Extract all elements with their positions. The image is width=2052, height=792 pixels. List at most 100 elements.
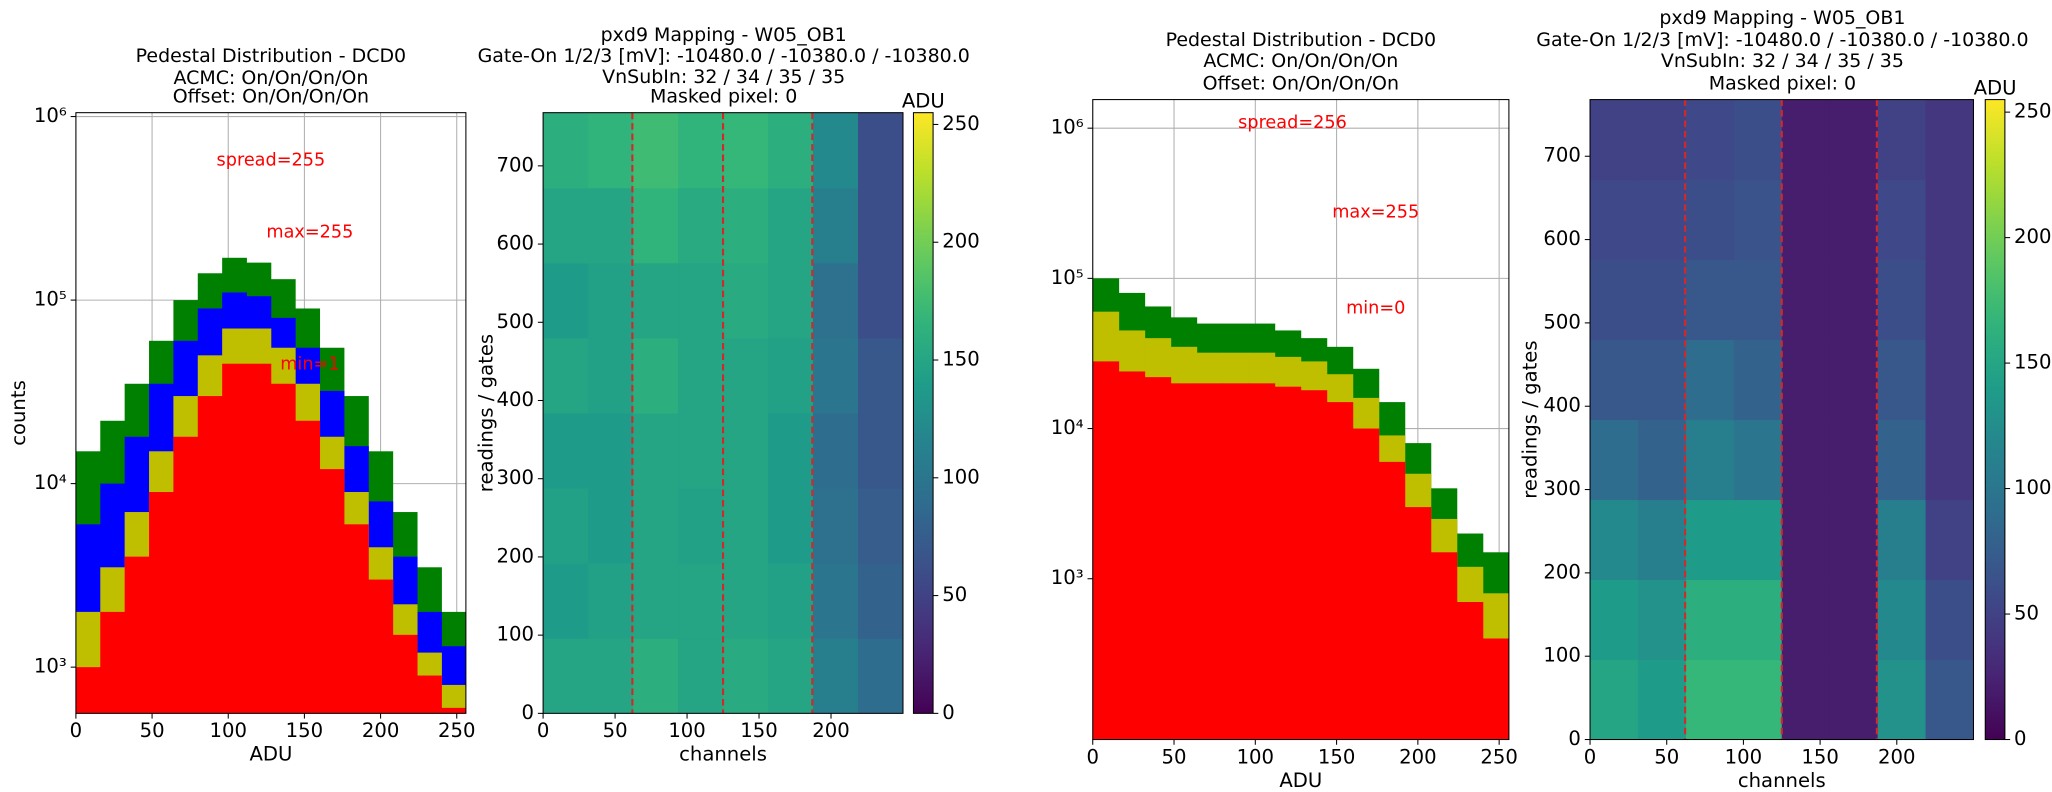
x-tick-label: 200 [362,719,399,742]
heatmap-cell [1733,499,1783,581]
heatmap-cell [1781,339,1831,421]
y-tick-label: 300 [1543,477,1580,500]
heatmap-cell [678,488,724,564]
heatmap-cell [1781,259,1831,341]
colorbar-tick-label: 50 [942,583,967,606]
plot-area [1590,99,1974,740]
y-axis-label: counts [7,380,30,446]
heatmap-cell [633,413,679,489]
axes-frame [1092,99,1510,741]
y-tick-label: 10⁶ [34,104,67,127]
heatmap-cell [588,337,634,414]
annotation: spread=256 [1238,113,1347,133]
heatmap-cell [543,563,589,639]
x-axis-label: channels [679,743,767,766]
y-tick-label: 400 [496,388,533,411]
heatmap-cell [1685,659,1735,740]
heatmap-cell [1829,659,1879,740]
histogram-bar [173,436,199,714]
heatmap-cell [1733,259,1783,341]
histogram-bar [1118,371,1146,740]
y-tick-label: 600 [496,232,533,255]
heatmap-cell [1733,339,1783,421]
heatmap-cell [633,638,679,714]
heatmap-cell [1733,659,1783,740]
heatmap-cell [1925,419,1974,501]
heatmap-cell [1637,659,1687,740]
heatmap-cell [857,413,903,489]
heatmap-cell [813,187,859,264]
heatmap-cell [723,262,769,339]
heatmap-cell [813,413,859,489]
colorbar-tick-label: 0 [2014,727,2027,750]
annotation: min=1 [280,354,339,374]
y-tick-label: 100 [1543,644,1580,667]
heatmap-cell [588,262,634,339]
heatmap-cell [1590,259,1639,341]
heatmap-cell [857,337,903,414]
y-tick-label: 500 [496,310,533,333]
heatmap-cell [723,337,769,414]
heatmap-cell [1925,179,1974,261]
heatmap-cell [678,413,724,489]
x-tick-label: 100 [1237,745,1274,768]
heatmap-cell [543,488,589,564]
chart-title: Offset: On/On/On/On [1203,72,1399,94]
heatmap-cell [768,187,814,264]
heatmap-cell [1925,659,1974,740]
y-tick-label: 200 [1543,560,1580,583]
heatmap-cell [543,262,589,339]
heatmap-cell [633,262,679,339]
heatmap-cell [1590,499,1639,581]
heatmap-cell [1590,339,1639,421]
heatmap-cell [1685,179,1735,261]
colorbar-tick-label: 100 [2014,476,2051,499]
chart-title: ACMC: On/On/On/On [1203,50,1398,72]
histogram-bar [1170,383,1198,740]
histogram-bar [1274,386,1302,740]
heatmap-cell [633,337,679,414]
chart-title: VnSubIn: 32 / 34 / 35 / 35 [602,66,845,88]
heatmap-cell [1925,579,1974,661]
heatmap-cell [588,413,634,489]
chart-title: Pedestal Distribution - DCD0 [136,45,406,67]
colorbar-tick-label: 0 [942,701,954,724]
histogram-bar [417,675,442,714]
histogram-bar [368,579,394,714]
chart-title: ACMC: On/On/On/On [173,67,368,89]
heatmap-cell [1637,259,1687,341]
heatmap-cell [1925,339,1974,421]
heatmap-cell [1781,419,1831,501]
heatmap-cell [1781,659,1831,740]
heatmap-cell [1685,499,1735,581]
heatmap-cell [813,638,859,714]
heatmap-cell [1877,499,1927,581]
y-tick-label: 10⁵ [34,288,67,311]
heatmap-cell [857,112,903,189]
heatmap-cell [543,337,589,414]
heatmap-cell [1877,339,1927,421]
histogram-bar [1430,552,1458,740]
x-tick-label: 0 [537,719,550,742]
heatmap-cell [813,337,859,414]
heatmap-cell [1781,99,1831,181]
x-tick-label: 150 [1801,745,1838,768]
heatmap-cell [633,187,679,264]
heatmap-cell [768,488,814,564]
colorbar-tick-label: 150 [942,348,979,371]
histogram-bar [246,363,272,714]
heatmap-cell [1877,419,1927,501]
heatmap-cell [1925,259,1974,341]
x-tick-label: 150 [740,719,777,742]
heatmap-cell [588,112,634,189]
heatmap-cell [588,187,634,264]
heatmap-cell [1590,179,1639,261]
heatmap-cell [588,563,634,639]
colorbar-tick-label: 150 [2014,351,2051,374]
histogram-bar [1456,602,1484,740]
histogram-bar [270,383,296,714]
heatmap-cell [1877,99,1927,181]
y-tick-label: 700 [1543,144,1580,167]
heatmap-cell [1685,579,1735,661]
